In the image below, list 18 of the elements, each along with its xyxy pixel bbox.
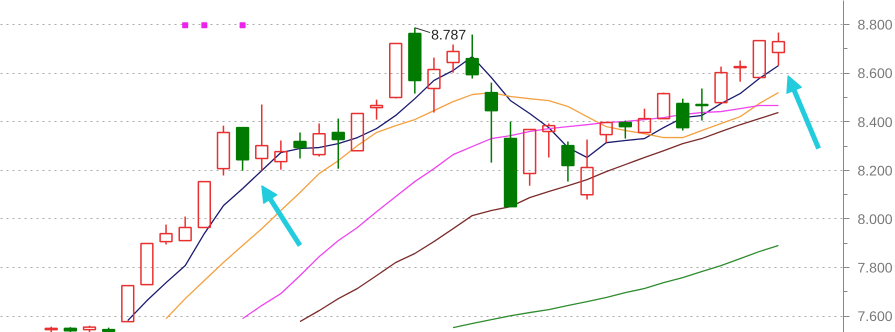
- line-series: [452, 244, 780, 328]
- line-series: [165, 92, 780, 320]
- y-tick-label: 7.800: [858, 260, 893, 276]
- candlestick: [484, 82, 498, 164]
- y-tick-label: 8.400: [858, 114, 893, 130]
- y-tick-label: 8.200: [858, 162, 893, 178]
- candlestick: [446, 44, 460, 74]
- candlestick: [772, 32, 786, 66]
- annotation: 8.787: [431, 26, 466, 43]
- y-tick-label: 8.600: [858, 65, 893, 82]
- candlestick: [427, 56, 441, 114]
- line-series: [127, 56, 780, 322]
- candlestick: [332, 118, 345, 170]
- y-tick-label: 8.800: [858, 16, 893, 33]
- y-tick-label: 8.000: [858, 211, 893, 227]
- candlestick: [255, 104, 268, 172]
- y-tick-label: 7.600: [858, 308, 893, 324]
- candlestick: [733, 60, 747, 82]
